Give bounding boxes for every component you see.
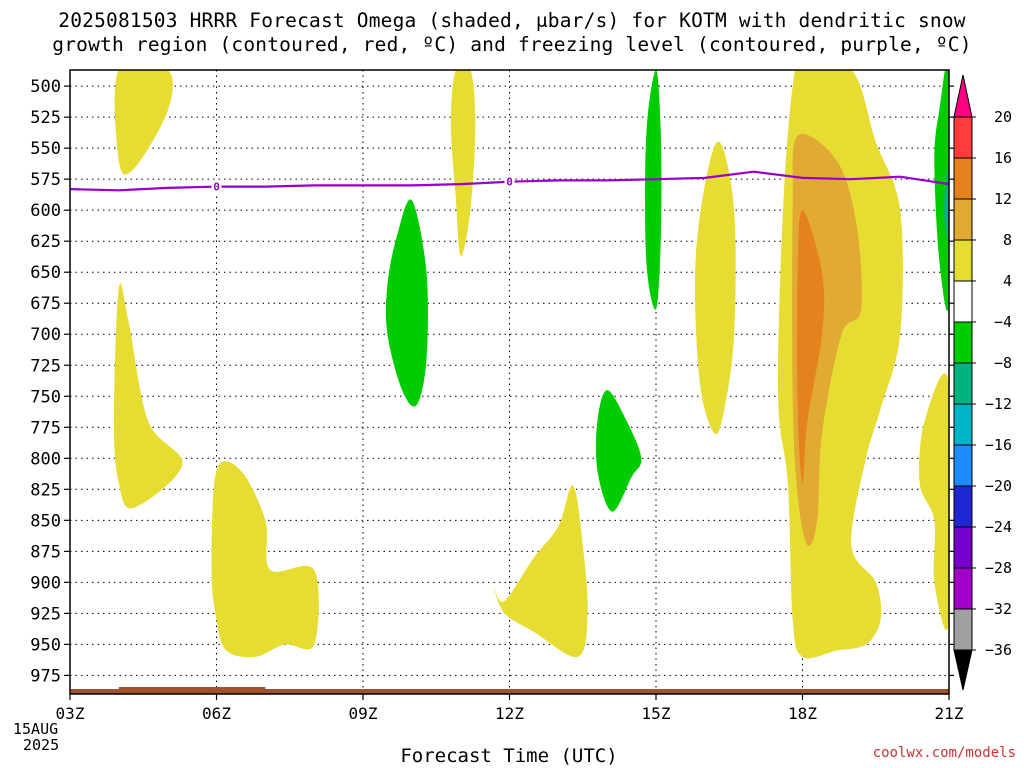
y-tick-label: 525 [30,108,61,128]
colorbar-arrow-bottom [953,649,973,691]
omega-region [211,461,319,658]
omega-region [494,485,588,658]
x-tick-label: 12Z [495,704,524,723]
y-tick-label: 750 [30,387,61,407]
freezing-label-bg [504,174,515,188]
y-tick-label: 850 [30,511,61,531]
omega-region [694,141,736,435]
credit-link[interactable]: coolwx.com/models [872,745,1016,761]
x-tick-label: 15Z [642,704,671,723]
colorbar-label: −4 [994,313,1012,331]
omega-region [113,283,183,509]
colorbar-box [953,362,973,405]
y-tick-label: 500 [30,77,61,97]
colorbar-label: −36 [985,641,1012,659]
colorbar: 20 16 12 8 4 −4 −8 −12 −16 −20 −24 −28 −32 −36 [953,74,1012,691]
y-tick-label: 800 [30,449,61,469]
colorbar-label: −20 [985,477,1012,495]
omega-region [797,210,825,484]
y-tick-label: 725 [30,356,61,376]
y-axis: 500 525 550 575 600 625 650 675 700 725 750 775 800 8… [30,77,954,686]
omega-region [944,160,949,243]
x-tick-label: 18Z [788,704,817,723]
y-tick-label: 550 [30,139,61,159]
x-tick-label: 21Z [935,704,964,723]
freezing-level-label: 0 [213,181,220,194]
omega-region [645,70,662,310]
colorbar-box [953,608,973,651]
colorbar-box [953,157,973,200]
omega-region [919,373,949,630]
x-tick-label: 09Z [349,704,378,723]
date-day-label: 15AUG [13,720,59,738]
colorbar-label: −16 [985,436,1012,454]
y-tick-label: 600 [30,201,61,221]
y-tick-label: 825 [30,480,61,500]
colorbar-label: −24 [985,518,1012,536]
ground-surface [70,689,949,694]
colorbar-arrow-top [953,74,973,118]
colorbar-label: 12 [994,190,1012,208]
colorbar-box [953,444,973,487]
y-tick-label: 625 [30,232,61,252]
ground-bump [118,687,266,690]
colorbar-label: 20 [994,108,1012,126]
colorbar-box [953,526,973,569]
freezing-level-label: 0 [506,176,513,189]
omega-region [385,199,429,407]
x-axis-title: Forecast Time (UTC) [400,745,618,767]
colorbar-box [953,485,973,528]
y-tick-label: 700 [30,325,61,345]
colorbar-box [953,198,973,241]
x-tick-label: 03Z [56,704,85,723]
colorbar-box [953,567,973,610]
colorbar-label: −28 [985,559,1012,577]
y-tick-label: 975 [30,666,61,686]
chart-title-line-1: 2025081503 HRRR Forecast Omega (shaded, … [58,9,966,32]
colorbar-label: −8 [994,354,1012,372]
omega-shaded-regions [113,70,949,659]
ground-strip [70,687,949,694]
chart-title-line-2: growth region (contoured, red, ºC) and f… [52,33,972,56]
freezing-label-bg [211,179,222,193]
y-tick-label: 675 [30,294,61,314]
colorbar-label: −32 [985,600,1012,618]
y-tick-label: 900 [30,573,61,593]
colorbar-label: 8 [1003,231,1012,249]
x-tick-label: 06Z [202,704,231,723]
colorbar-label: 16 [994,149,1012,167]
x-axis: 03Z 06Z 09Z 12Z 15Z 18Z 21Z [56,694,964,723]
omega-region [934,70,949,311]
colorbar-label: 4 [1003,272,1012,290]
date-year-label: 2025 [23,736,60,754]
omega-region [450,70,476,257]
y-tick-label: 575 [30,170,61,190]
colorbar-label: −12 [985,395,1012,413]
y-tick-label: 950 [30,635,61,655]
y-tick-label: 925 [30,604,61,624]
colorbar-box [953,239,973,282]
y-tick-label: 775 [30,418,61,438]
colorbar-box [953,403,973,446]
colorbar-box [953,116,973,159]
colorbar-box [953,321,973,364]
omega-region [595,390,642,512]
y-tick-label: 650 [30,263,61,283]
colorbar-box [953,280,973,323]
omega-region [114,70,173,175]
y-tick-label: 875 [30,542,61,562]
